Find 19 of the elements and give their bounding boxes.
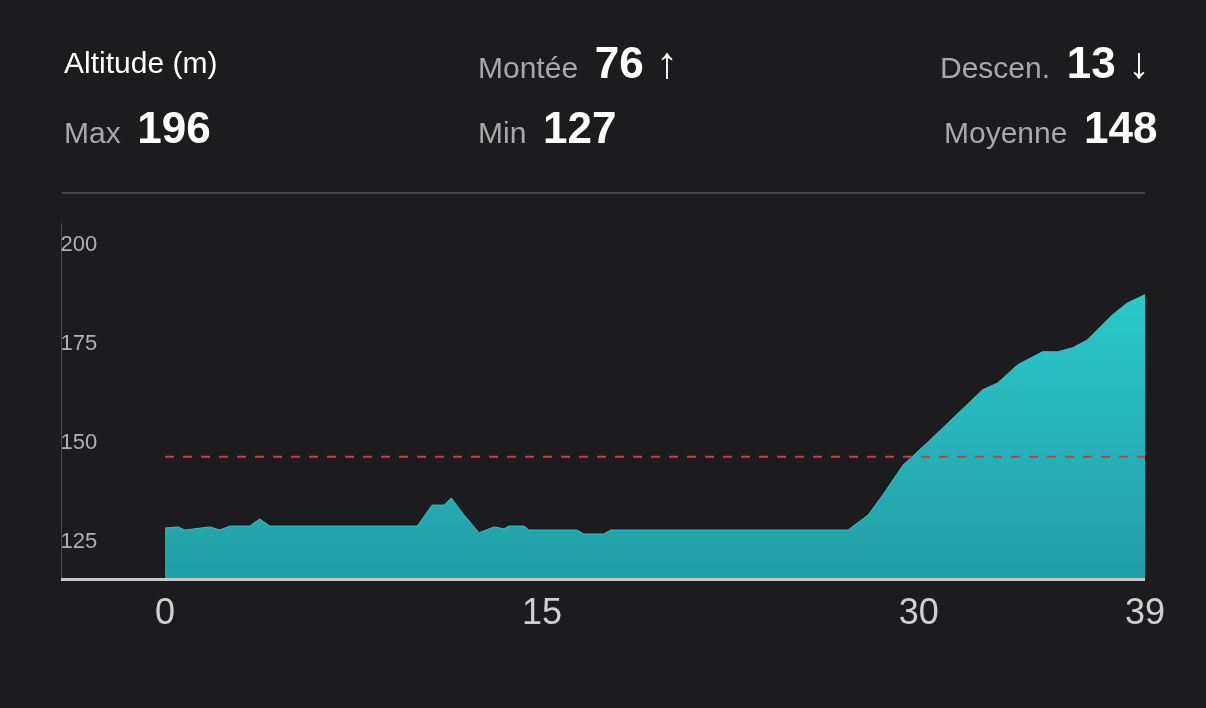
y-tick-label: 175 bbox=[60, 329, 98, 355]
y-tick-label: 125 bbox=[60, 527, 98, 553]
text: Max bbox=[64, 116, 121, 149]
text: Min bbox=[478, 116, 527, 149]
text: 76 ↑ bbox=[594, 38, 678, 87]
text: Moyenne bbox=[944, 116, 1068, 149]
x-tick-label: 30 bbox=[898, 591, 939, 633]
x-tick-label: 39 bbox=[1124, 591, 1166, 633]
text: 196 bbox=[137, 103, 211, 152]
text: 148 bbox=[1084, 103, 1158, 152]
text: Montée bbox=[478, 51, 579, 84]
text: 13 ↓ bbox=[1066, 38, 1150, 87]
x-tick-label: 0 bbox=[155, 591, 176, 633]
y-tick-label: 150 bbox=[60, 428, 98, 454]
chart-title: Altitude (m) bbox=[64, 46, 218, 79]
text: 127 bbox=[543, 103, 617, 152]
text: Descen. bbox=[940, 51, 1051, 84]
x-tick-label: 15 bbox=[521, 591, 562, 633]
y-tick-label: 200 bbox=[60, 230, 98, 256]
